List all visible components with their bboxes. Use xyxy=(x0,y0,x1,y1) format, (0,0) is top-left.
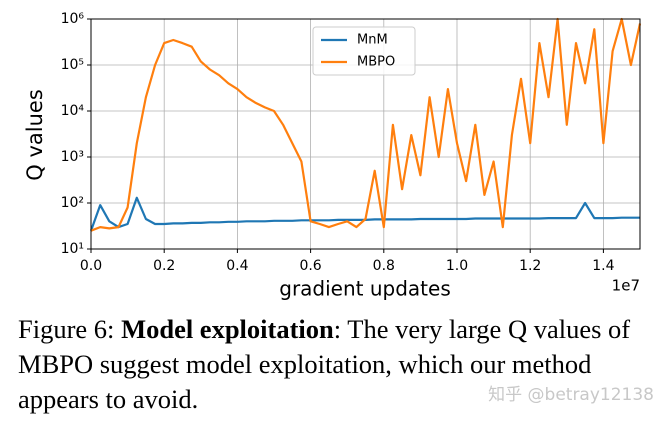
x-axis-label: gradient updates xyxy=(279,277,451,301)
chart: Q values gradient updates 1e7 10¹ 10² 10³ 1… xyxy=(23,11,642,301)
y-tick-label: 10³ xyxy=(61,149,84,165)
y-tick-label: 10⁶ xyxy=(61,11,85,27)
y-tick-label: 10¹ xyxy=(61,241,84,257)
x-tick-label: 0.2 xyxy=(153,258,175,274)
x-tick-label: 1.0 xyxy=(446,258,468,274)
y-axis-label: Q values xyxy=(23,89,47,181)
x-tick-label: 1.2 xyxy=(519,258,541,274)
caption-label: Figure 6: xyxy=(18,314,122,344)
watermark: 知乎 @betray12138 xyxy=(488,385,654,405)
line-series xyxy=(90,17,642,232)
x-tick-label: 0.6 xyxy=(299,258,321,274)
plot-frame xyxy=(90,18,641,250)
legend-label: MBPO xyxy=(357,55,395,70)
y-tick-label: 10⁵ xyxy=(61,57,84,73)
x-tick-label: 0.8 xyxy=(373,258,395,274)
x-tick-label: 0.0 xyxy=(80,258,102,274)
caption-bold: Model exploitation xyxy=(121,314,334,344)
caption-text: : The very large Q values of MBPO sugges… xyxy=(18,314,631,414)
caption: Figure 6: Model exploitation: The very l… xyxy=(18,312,668,417)
x-tick-label: 1.4 xyxy=(592,258,614,274)
y-tick-label: 10² xyxy=(61,195,84,211)
legend-label: MnM xyxy=(357,33,388,48)
x-offset-label: 1e7 xyxy=(612,277,640,295)
y-tick-label: 10⁴ xyxy=(61,103,85,119)
x-tick-label: 0.4 xyxy=(226,258,248,274)
